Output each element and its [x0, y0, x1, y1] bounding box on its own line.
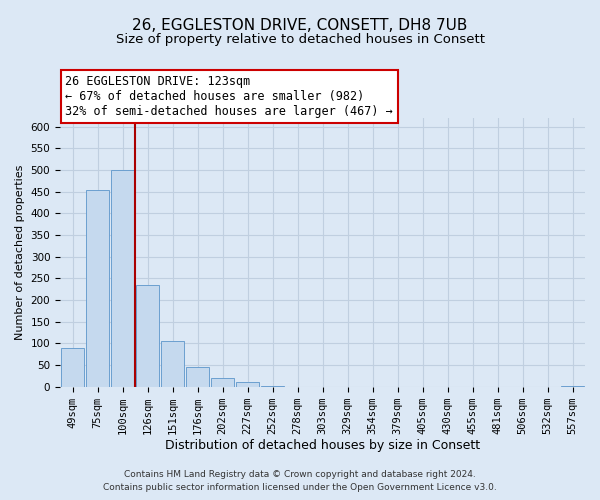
Bar: [86, 190, 109, 386]
Bar: [161, 341, 184, 386]
Text: 26 EGGLESTON DRIVE: 123sqm
← 67% of detached houses are smaller (982)
32% of sem: 26 EGGLESTON DRIVE: 123sqm ← 67% of deta…: [65, 75, 393, 118]
X-axis label: Distribution of detached houses by size in Consett: Distribution of detached houses by size …: [165, 440, 480, 452]
Bar: [211, 378, 234, 386]
Y-axis label: Number of detached properties: Number of detached properties: [15, 164, 25, 340]
Text: 26, EGGLESTON DRIVE, CONSETT, DH8 7UB: 26, EGGLESTON DRIVE, CONSETT, DH8 7UB: [133, 18, 467, 32]
Text: Size of property relative to detached houses in Consett: Size of property relative to detached ho…: [115, 32, 485, 46]
Bar: [236, 382, 259, 386]
Bar: [136, 285, 159, 386]
Bar: [111, 170, 134, 386]
Bar: [61, 348, 84, 387]
Text: Contains HM Land Registry data © Crown copyright and database right 2024.
Contai: Contains HM Land Registry data © Crown c…: [103, 470, 497, 492]
Bar: [186, 367, 209, 386]
